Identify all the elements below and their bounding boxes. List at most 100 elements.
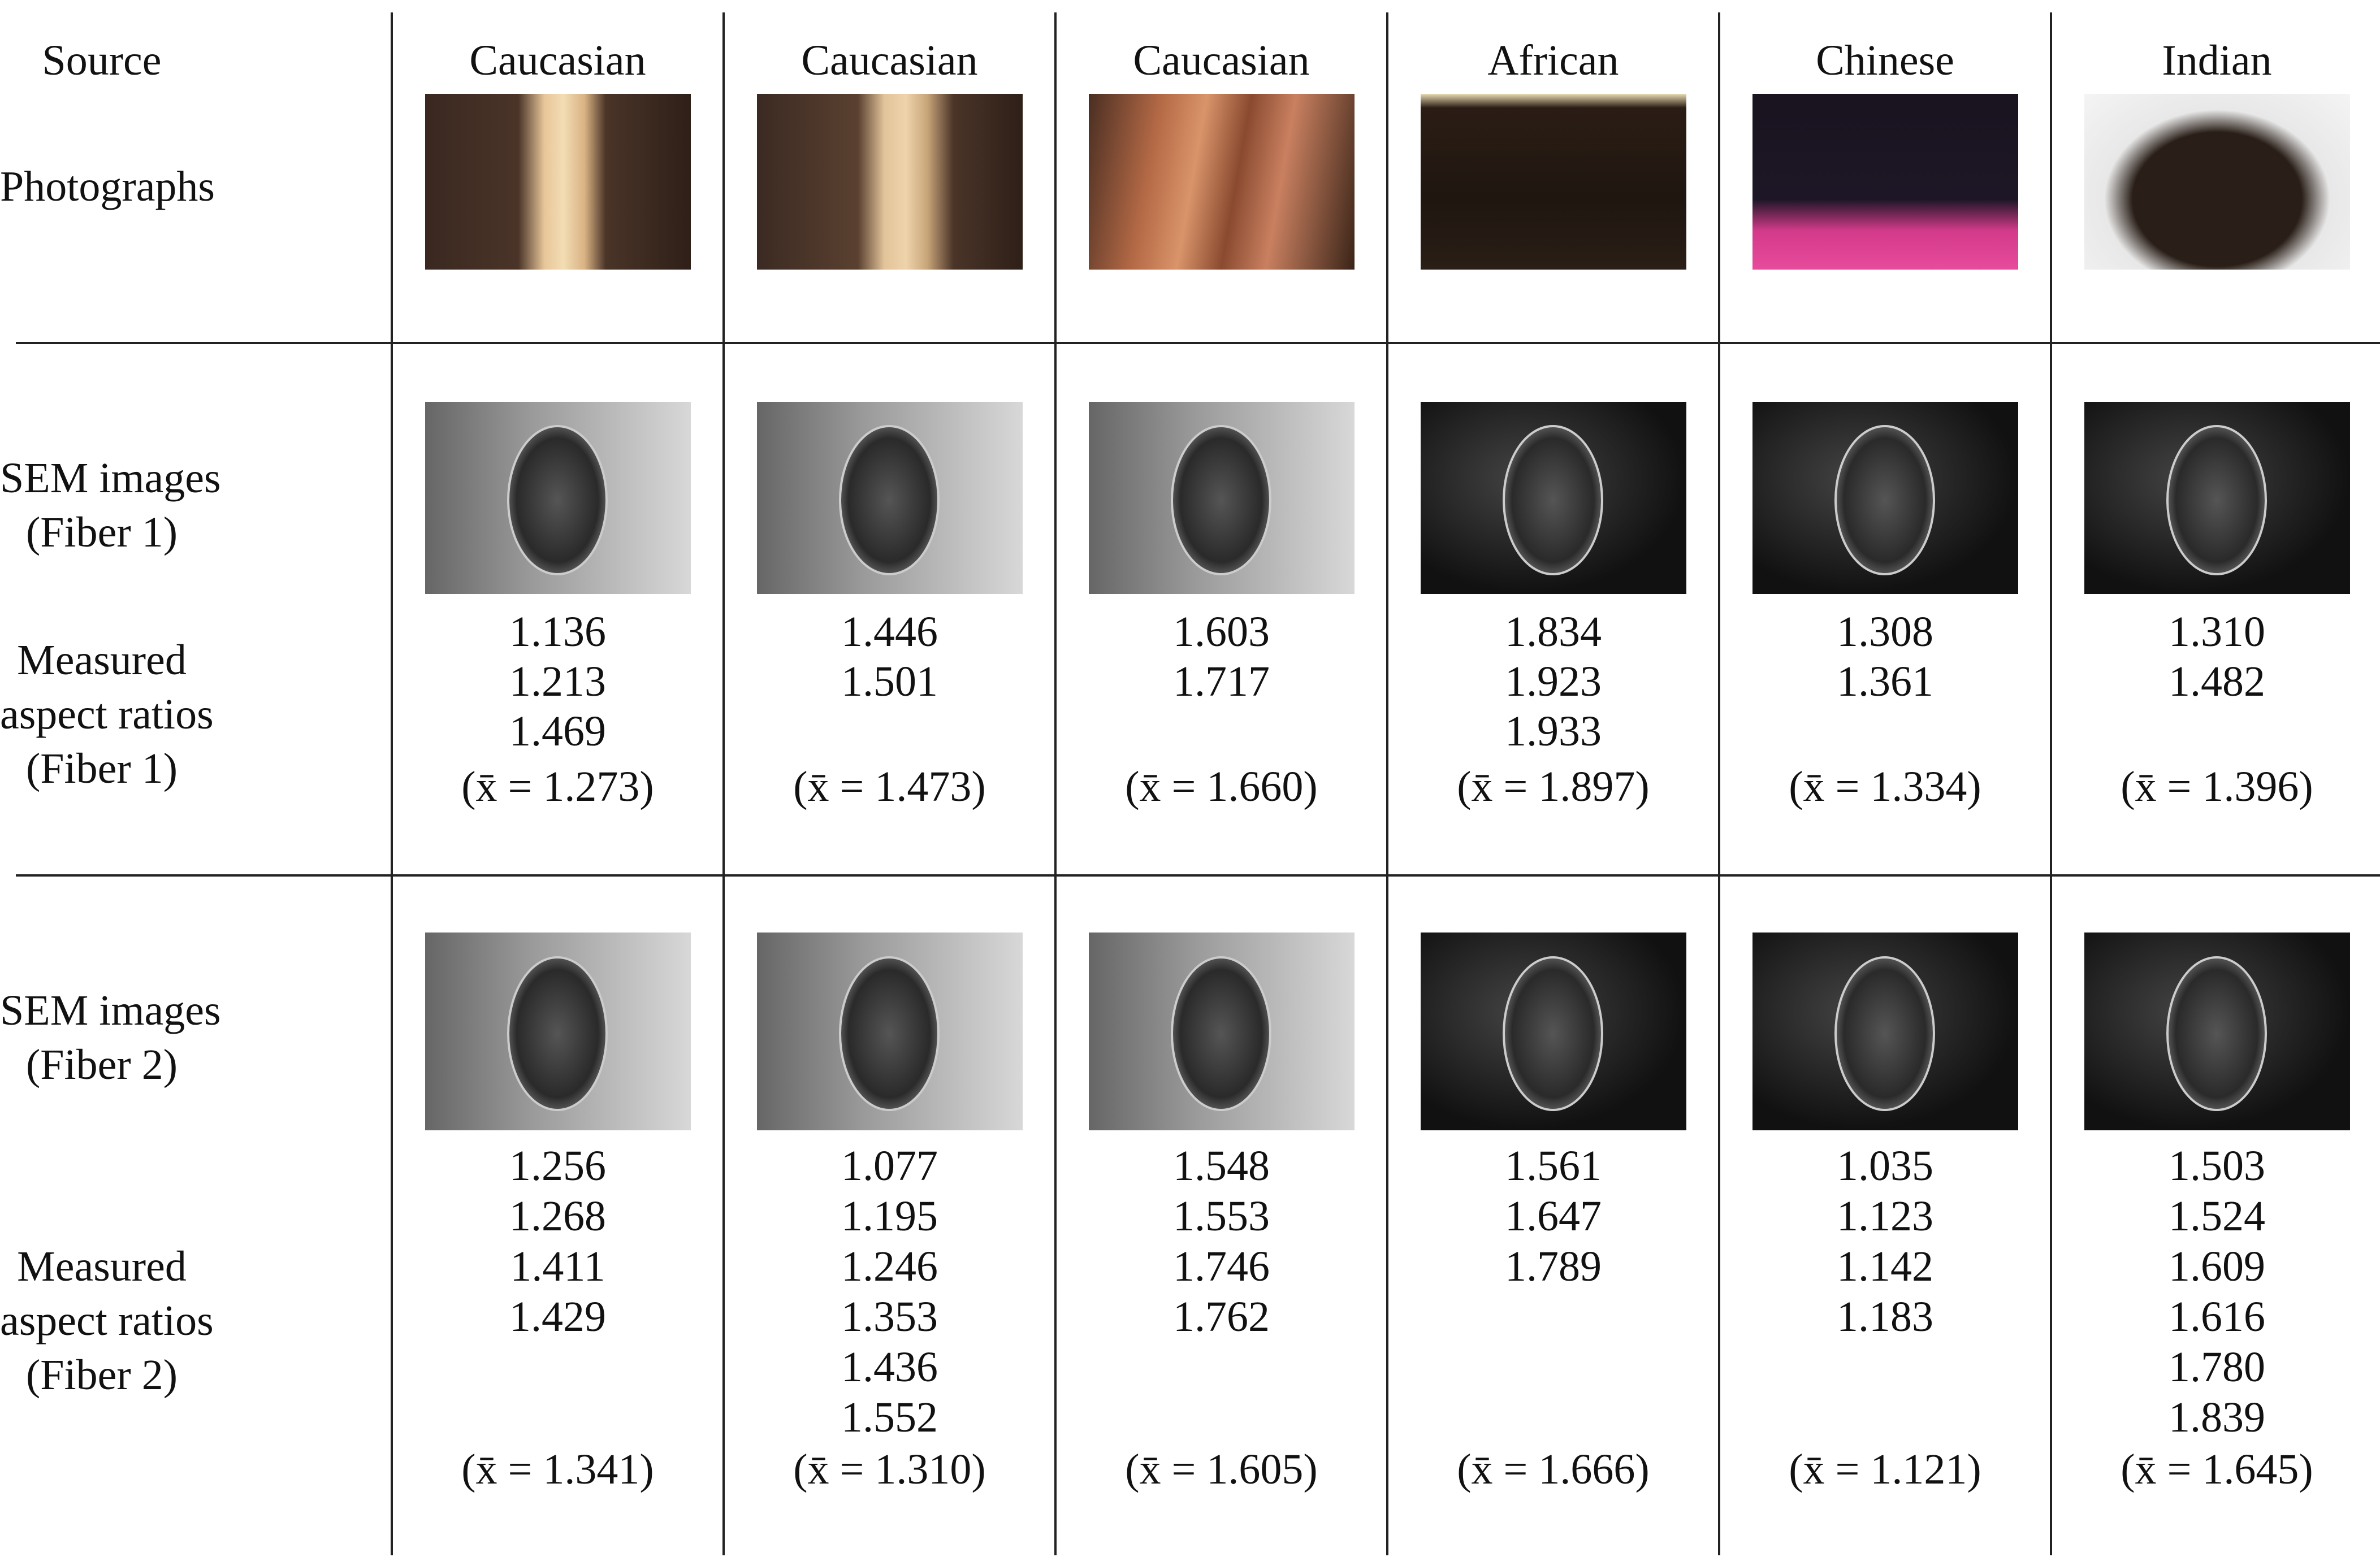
row-label: Photographs — [0, 163, 215, 210]
column-divider — [1718, 12, 1720, 1555]
fiber-cross-section — [507, 424, 608, 576]
mean-ratio: (x̄ = 1.396) — [2121, 763, 2313, 810]
sem-image — [425, 402, 691, 594]
aspect-ratio: 1.746 — [1173, 1243, 1270, 1290]
hair-photo — [425, 94, 691, 270]
fiber-cross-section — [839, 424, 940, 576]
row-label: Measured — [17, 636, 187, 684]
source-label: Chinese — [1816, 37, 1954, 84]
aspect-ratio: 1.552 — [841, 1394, 938, 1441]
aspect-ratio: 1.136 — [509, 608, 606, 656]
aspect-ratio: 1.256 — [509, 1142, 606, 1190]
aspect-ratio: 1.553 — [1173, 1192, 1270, 1240]
column-divider — [722, 12, 725, 1555]
row-divider — [16, 874, 2380, 877]
fiber-cross-section — [1834, 424, 1935, 576]
aspect-ratio: 1.524 — [2169, 1192, 2265, 1240]
aspect-ratio: 1.361 — [1837, 658, 1933, 705]
source-label: Caucasian — [801, 37, 978, 84]
aspect-ratio: 1.503 — [2169, 1142, 2265, 1190]
aspect-ratio: 1.353 — [841, 1293, 938, 1341]
aspect-ratio: 1.436 — [841, 1343, 938, 1391]
source-label: Caucasian — [469, 37, 646, 84]
fiber-cross-section — [1171, 424, 1271, 576]
row-label: (Fiber 2) — [25, 1351, 178, 1399]
aspect-ratio: 1.482 — [2169, 658, 2265, 705]
row-label: SEM images — [0, 987, 221, 1034]
mean-ratio: (x̄ = 1.310) — [793, 1446, 986, 1493]
hair-photo — [757, 94, 1023, 270]
sem-image — [2084, 933, 2350, 1130]
aspect-ratio: 1.195 — [841, 1192, 938, 1240]
aspect-ratio: 1.839 — [2169, 1394, 2265, 1441]
column-divider — [2050, 12, 2052, 1555]
mean-ratio: (x̄ = 1.121) — [1789, 1446, 1981, 1493]
aspect-ratio: 1.561 — [1505, 1142, 1602, 1190]
row-divider — [16, 342, 2380, 344]
aspect-ratio: 1.310 — [2169, 608, 2265, 656]
mean-ratio: (x̄ = 1.897) — [1457, 763, 1650, 810]
row-label: (Fiber 1) — [25, 509, 178, 556]
mean-ratio: (x̄ = 1.334) — [1789, 763, 1981, 810]
mean-ratio: (x̄ = 1.273) — [461, 763, 654, 810]
aspect-ratio: 1.603 — [1173, 608, 1270, 656]
row-label: aspect ratios — [0, 691, 214, 738]
sem-image — [1752, 402, 2018, 594]
aspect-ratio: 1.762 — [1173, 1293, 1270, 1341]
column-divider — [1054, 12, 1057, 1555]
column-divider — [391, 12, 393, 1555]
aspect-ratio: 1.123 — [1837, 1192, 1933, 1240]
sem-image — [1752, 933, 2018, 1130]
aspect-ratio: 1.923 — [1505, 658, 1602, 705]
sem-image — [1089, 933, 1355, 1130]
source-label: African — [1487, 37, 1619, 84]
row-label: SEM images — [0, 454, 221, 502]
mean-ratio: (x̄ = 1.666) — [1457, 1446, 1650, 1493]
source-label: Indian — [2162, 37, 2272, 84]
aspect-ratio: 1.268 — [509, 1192, 606, 1240]
hair-photo — [1421, 94, 1686, 270]
sem-image — [2084, 402, 2350, 594]
hair-photo — [2084, 94, 2350, 270]
aspect-ratio: 1.647 — [1505, 1192, 1602, 1240]
row-label: Measured — [17, 1243, 187, 1290]
sem-image — [1421, 933, 1686, 1130]
aspect-ratio: 1.780 — [2169, 1343, 2265, 1391]
sem-image — [757, 402, 1023, 594]
row-label: aspect ratios — [0, 1297, 214, 1345]
aspect-ratio: 1.429 — [509, 1293, 606, 1341]
mean-ratio: (x̄ = 1.660) — [1125, 763, 1318, 810]
row-label: Source — [42, 37, 162, 84]
aspect-ratio: 1.411 — [510, 1243, 605, 1290]
fiber-cross-section — [2166, 956, 2267, 1111]
row-label: (Fiber 1) — [25, 745, 178, 792]
sem-image — [757, 933, 1023, 1130]
aspect-ratio: 1.246 — [841, 1243, 938, 1290]
aspect-ratio: 1.717 — [1173, 658, 1270, 705]
fiber-cross-section — [507, 956, 608, 1111]
mean-ratio: (x̄ = 1.605) — [1125, 1446, 1318, 1493]
row-label: (Fiber 2) — [25, 1041, 178, 1088]
aspect-ratio: 1.213 — [509, 658, 606, 705]
fiber-cross-section — [1834, 956, 1935, 1111]
source-label: Caucasian — [1133, 37, 1310, 84]
aspect-ratio: 1.035 — [1837, 1142, 1933, 1190]
mean-ratio: (x̄ = 1.341) — [461, 1446, 654, 1493]
aspect-ratio: 1.469 — [509, 708, 606, 755]
aspect-ratio: 1.834 — [1505, 608, 1602, 656]
fiber-cross-section — [1171, 956, 1271, 1111]
aspect-ratio: 1.501 — [841, 658, 938, 705]
aspect-ratio: 1.548 — [1173, 1142, 1270, 1190]
mean-ratio: (x̄ = 1.473) — [793, 763, 986, 810]
fiber-cross-section — [839, 956, 940, 1111]
fiber-cross-section — [1503, 424, 1603, 576]
column-divider — [1386, 12, 1388, 1555]
aspect-ratio: 1.789 — [1505, 1243, 1602, 1290]
fiber-cross-section — [1503, 956, 1603, 1111]
aspect-ratio: 1.609 — [2169, 1243, 2265, 1290]
fiber-cross-section — [2166, 424, 2267, 576]
aspect-ratio: 1.933 — [1505, 708, 1602, 755]
aspect-ratio: 1.446 — [841, 608, 938, 656]
aspect-ratio: 1.308 — [1837, 608, 1933, 656]
